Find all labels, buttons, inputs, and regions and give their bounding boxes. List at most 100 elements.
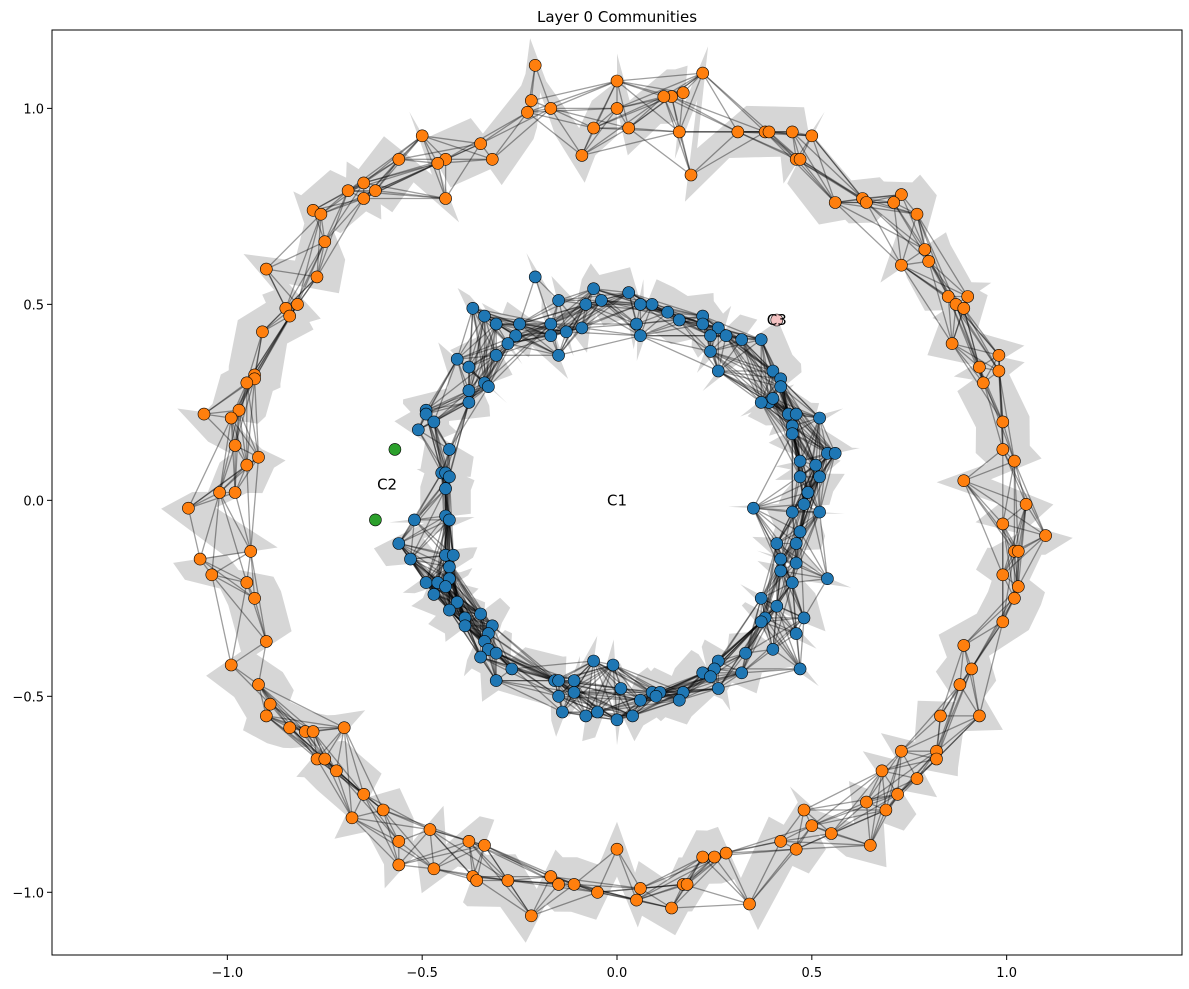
graph-edge — [791, 582, 797, 634]
graph-edge — [971, 621, 1004, 670]
graph-node — [774, 834, 788, 848]
graph-edge — [951, 343, 1000, 372]
graph-edge — [811, 770, 883, 827]
graph-edge — [581, 327, 641, 337]
graph-edge — [296, 241, 326, 305]
graph-edge — [616, 80, 630, 129]
graph-edge — [203, 382, 248, 415]
graph-edge — [963, 460, 1015, 482]
graph-edge — [752, 507, 797, 564]
graph-node — [828, 446, 842, 460]
graph-edge — [316, 758, 384, 811]
graph-node — [766, 364, 780, 378]
graph-edge — [1002, 523, 1046, 537]
graph-node — [256, 325, 269, 339]
graph-edge — [398, 543, 439, 584]
graph-edge — [316, 198, 365, 278]
graph-edge — [640, 323, 703, 337]
graph-edge — [865, 202, 930, 262]
graph-edge — [230, 664, 271, 705]
graph-node — [762, 125, 776, 139]
graph-node — [770, 313, 784, 327]
graph-edge — [741, 598, 762, 673]
graph-edge — [597, 699, 641, 713]
graph-edge — [811, 135, 836, 203]
community-label: C3 — [767, 311, 787, 329]
graph-edge — [640, 303, 711, 352]
graph-edge — [468, 840, 532, 917]
graph-node — [735, 333, 749, 346]
graph-node — [887, 196, 901, 209]
graph-edge — [507, 335, 551, 345]
graph-edge — [491, 111, 528, 160]
y-tick-label: −0.5 — [12, 690, 44, 705]
graph-edge — [495, 652, 555, 682]
graph-edge — [335, 727, 345, 771]
graph-node — [544, 329, 558, 343]
graph-node — [427, 862, 441, 876]
y-tick-label: 0.0 — [23, 494, 44, 509]
graph-node — [228, 439, 242, 452]
graph-edge — [448, 402, 470, 477]
graph-edge — [382, 809, 400, 866]
graph-edge — [480, 107, 552, 145]
graph-node — [610, 74, 624, 88]
graph-edge — [219, 492, 252, 552]
graph-edge — [266, 268, 318, 278]
graph-node — [283, 721, 297, 735]
graph-edge — [433, 840, 470, 870]
graph-edge — [659, 672, 742, 694]
graph-edge — [448, 578, 482, 615]
graph-edge — [312, 182, 365, 211]
graph-node — [996, 415, 1010, 429]
graph-edge — [437, 515, 447, 583]
graph-edge — [749, 848, 797, 905]
graph-edge — [636, 856, 704, 901]
graph-edge — [573, 664, 614, 682]
graph-edge — [970, 668, 981, 717]
graph-edge — [188, 491, 236, 509]
graph-edge — [246, 582, 267, 642]
graph-edge — [234, 492, 252, 552]
graph-edge — [760, 339, 770, 403]
graph-edge — [324, 758, 365, 795]
graph-node — [252, 450, 265, 464]
graph-nodes — [182, 59, 1052, 923]
graph-node — [891, 787, 904, 801]
graph-node — [259, 635, 273, 648]
graph-edge — [269, 703, 306, 733]
graph-edge — [678, 72, 704, 133]
graph-edge — [230, 640, 267, 666]
graph-edge — [741, 339, 782, 388]
graph-edge — [585, 660, 595, 716]
graph-edge — [998, 370, 1016, 462]
graph-edge — [799, 158, 867, 204]
graph-edge — [807, 492, 829, 579]
graph-edge — [316, 190, 349, 278]
graph-node — [957, 474, 971, 488]
graph-node — [805, 819, 819, 833]
graph-edge — [316, 214, 322, 277]
graph-edge — [585, 303, 641, 337]
graph-edge — [717, 370, 797, 415]
graph-node — [895, 258, 908, 272]
graph-edge — [764, 617, 801, 670]
graph-edge — [285, 276, 318, 309]
graph-node — [544, 102, 558, 115]
graph-node — [996, 517, 1010, 531]
graph-edge — [951, 343, 984, 384]
graph-edge — [519, 299, 559, 325]
graph-edge — [928, 260, 949, 297]
graph-edge — [573, 848, 618, 885]
graph-node — [634, 298, 647, 311]
graph-node — [863, 838, 877, 852]
graph-edge — [448, 566, 482, 615]
graph-node — [634, 329, 647, 343]
graph-node — [552, 689, 565, 703]
graph-node — [704, 345, 717, 358]
graph-edge — [632, 676, 711, 717]
graph-node — [474, 607, 487, 621]
graph-edge — [491, 625, 556, 682]
graph-edge — [690, 131, 766, 176]
graph-edge — [417, 429, 447, 474]
